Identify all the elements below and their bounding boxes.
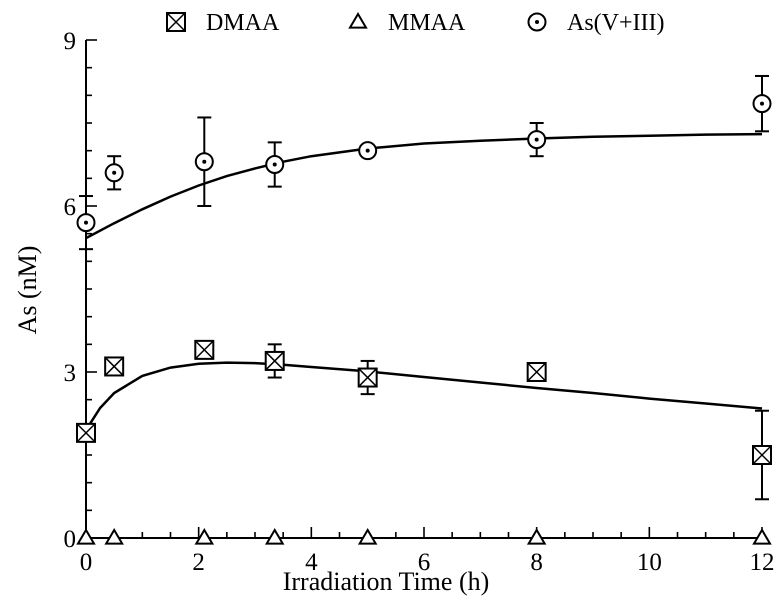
tick-labels: 0 2 4 6 8 10 12 0 3 6 9 bbox=[64, 28, 775, 576]
point-dmaa bbox=[194, 339, 215, 360]
legend: DMAA MMAA As(V+III) bbox=[166, 10, 665, 36]
markers bbox=[76, 94, 772, 545]
point-as-v-iii bbox=[104, 163, 124, 183]
point-dmaa bbox=[752, 445, 772, 465]
point-as-v-iii bbox=[194, 152, 214, 172]
x-tick-label: 6 bbox=[418, 549, 431, 576]
point-as-v-iii bbox=[76, 213, 96, 233]
point-mmaa bbox=[264, 528, 285, 545]
legend-marker-mmaa bbox=[348, 12, 368, 29]
point-as-v-iii bbox=[752, 94, 772, 114]
point-dmaa bbox=[526, 362, 547, 382]
point-as-v-iii bbox=[527, 130, 547, 150]
x-tick-label: 8 bbox=[530, 549, 543, 576]
x-tick-label: 0 bbox=[80, 549, 93, 576]
fit-curve-as-v-iii bbox=[85, 132, 763, 240]
y-axis-label: As (nM) bbox=[13, 246, 42, 335]
point-as-v-iii bbox=[358, 141, 378, 161]
axes bbox=[85, 40, 762, 539]
legend-item-dmaa: DMAA bbox=[166, 10, 280, 36]
point-mmaa bbox=[76, 528, 96, 545]
point-as-v-iii bbox=[265, 155, 285, 174]
point-mmaa bbox=[526, 528, 547, 545]
x-tick-label: 2 bbox=[192, 549, 205, 576]
x-axis-label: Irradiation Time (h) bbox=[283, 567, 490, 596]
legend-item-as-v-iii: As(V+III) bbox=[527, 10, 665, 36]
legend-label-mmaa: MMAA bbox=[388, 10, 466, 36]
point-mmaa bbox=[752, 528, 772, 545]
point-dmaa bbox=[104, 356, 125, 377]
ticks bbox=[85, 39, 763, 539]
x-tick-label: 12 bbox=[750, 549, 775, 576]
legend-label-as-v-iii: As(V+III) bbox=[567, 10, 665, 36]
fit-curve-dmaa bbox=[84, 361, 763, 431]
y-tick-label: 6 bbox=[64, 194, 77, 221]
error-bars bbox=[79, 74, 769, 501]
point-dmaa bbox=[357, 367, 378, 388]
y-tick-label: 0 bbox=[64, 526, 77, 553]
point-dmaa bbox=[264, 350, 285, 371]
point-mmaa bbox=[104, 528, 124, 545]
legend-marker-as-v-iii bbox=[527, 12, 547, 32]
x-tick-label: 4 bbox=[305, 549, 318, 576]
y-tick-label: 9 bbox=[64, 28, 77, 55]
point-mmaa bbox=[357, 528, 378, 545]
point-mmaa bbox=[194, 528, 215, 545]
fit-curves bbox=[84, 132, 763, 431]
y-tick-label: 3 bbox=[64, 360, 77, 387]
x-tick-label: 10 bbox=[637, 549, 662, 576]
legend-label-dmaa: DMAA bbox=[206, 10, 280, 36]
legend-item-mmaa: MMAA bbox=[348, 10, 466, 36]
point-dmaa bbox=[76, 422, 96, 443]
legend-marker-dmaa bbox=[166, 12, 186, 32]
